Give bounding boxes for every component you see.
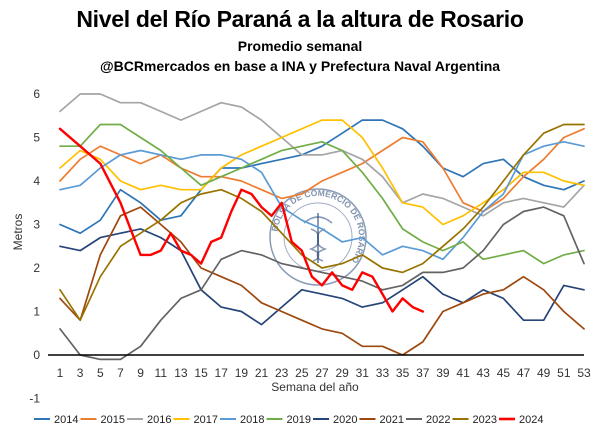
series-line-2016 (59, 93, 585, 217)
chart-title: Nivel del Río Paraná a la altura de Rosa… (76, 6, 524, 32)
legend-label-2019: 2019 (287, 414, 311, 426)
x-tick-label: 37 (416, 366, 430, 380)
y-tick-label: 5 (33, 131, 40, 145)
legend-label-2018: 2018 (240, 414, 264, 426)
legend-label-2020: 2020 (333, 414, 357, 426)
series-line-2019 (59, 123, 585, 265)
x-tick-label: 41 (456, 366, 470, 380)
legend-label-2022: 2022 (426, 414, 450, 426)
y-tick-label: 4 (33, 174, 40, 188)
series-line-2024 (58, 127, 424, 313)
series-layer (58, 93, 585, 361)
chart-source: @BCRmercados en base a INA y Prefectura … (99, 58, 501, 74)
seal-serpent-icon (308, 228, 326, 262)
x-tick-label: 3 (77, 366, 84, 380)
x-tick-label: 47 (517, 366, 531, 380)
y-tick-label: 0 (33, 348, 40, 362)
seal-outer-ring (269, 188, 367, 286)
x-tick-label: 45 (497, 366, 511, 380)
legend-label-2017: 2017 (194, 414, 218, 426)
x-tick-label: 49 (537, 366, 551, 380)
y-tick-label: 6 (33, 87, 40, 101)
x-tick-label: 9 (137, 366, 144, 380)
y-tick-label: 3 (33, 218, 40, 232)
x-tick-label: 39 (436, 366, 450, 380)
legend-label-2024: 2024 (519, 414, 543, 426)
legend-label-2023: 2023 (473, 414, 497, 426)
x-tick-label: 29 (335, 366, 349, 380)
series-line-2020 (59, 228, 585, 326)
x-tick-label: 27 (315, 366, 329, 380)
y-axis-label: Metros (11, 214, 25, 251)
series-line-2021 (59, 206, 585, 356)
series-line-2023 (59, 123, 585, 322)
x-tick-label: 1 (57, 366, 64, 380)
x-tick-label: 31 (356, 366, 370, 380)
series-line-2014 (59, 119, 585, 235)
x-axis-label: Semana del año (271, 380, 359, 394)
x-tick-label: 25 (295, 366, 309, 380)
x-tick-label: 15 (194, 366, 208, 380)
x-tick-label: 51 (557, 366, 571, 380)
legend-label-2016: 2016 (147, 414, 171, 426)
x-tick-label: 13 (174, 366, 188, 380)
legend-label-2021: 2021 (380, 414, 404, 426)
x-tick-label: 43 (477, 366, 491, 380)
y-tick-label: 1 (33, 305, 40, 319)
series-line-2015 (59, 127, 585, 213)
y-tick-label: -1 (29, 392, 40, 406)
x-tick-label: 53 (577, 366, 591, 380)
x-tick-label: 19 (235, 366, 249, 380)
legend-label-2015: 2015 (101, 414, 125, 426)
x-tick-label: 7 (117, 366, 124, 380)
series-line-2017 (59, 119, 585, 226)
legend-label-2014: 2014 (54, 414, 78, 426)
chart-subtitle: Promedio semanal (237, 38, 363, 54)
x-tick-label: 23 (275, 366, 289, 380)
x-tick-label: 5 (97, 366, 104, 380)
series-line-2018 (59, 140, 585, 261)
legend: 2014 2015 2016 2017 2018 2019 2020 2021 2022 2023… (34, 414, 543, 426)
y-tick-label: 2 (33, 261, 40, 275)
x-tick-label: 21 (255, 366, 269, 380)
x-tick-label: 11 (155, 366, 168, 380)
x-tick-label: 35 (396, 366, 410, 380)
x-tick-label: 17 (215, 366, 229, 380)
x-tick-label: 33 (376, 366, 390, 380)
series-line-2022 (59, 206, 585, 361)
